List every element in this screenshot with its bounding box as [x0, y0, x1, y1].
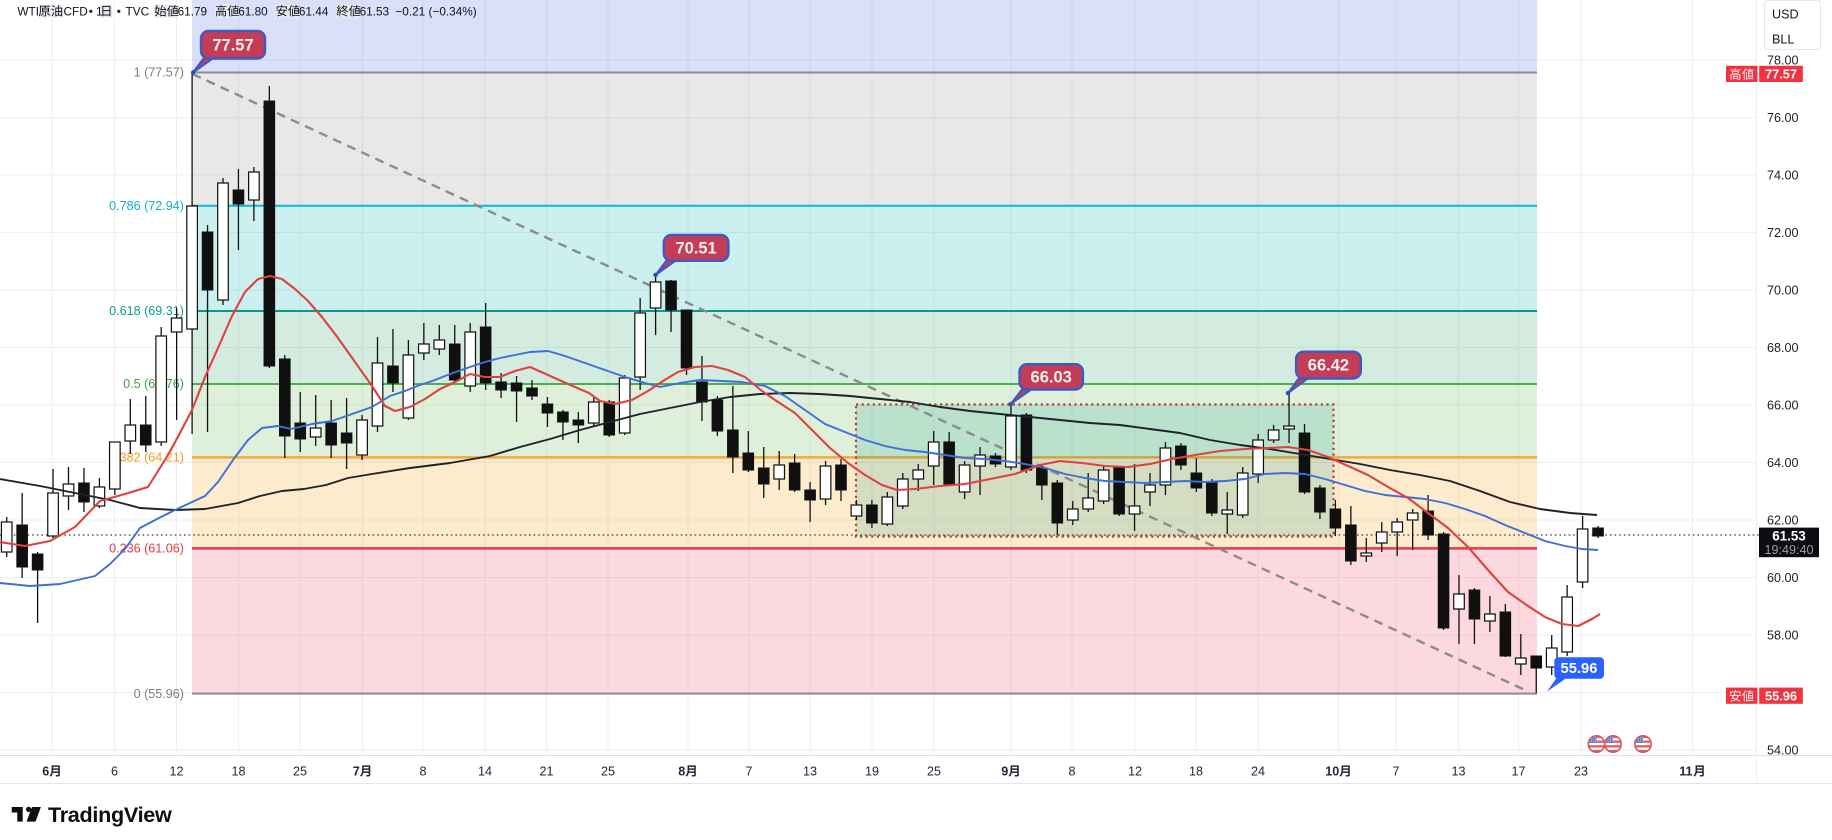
- svg-text:10: 10: [1325, 765, 1339, 779]
- svg-text:−0.21 (−0.34%): −0.21 (−0.34%): [395, 4, 476, 18]
- svg-text:12: 12: [1128, 765, 1142, 779]
- svg-text:61.80: 61.80: [238, 4, 268, 18]
- svg-text:11: 11: [1679, 765, 1692, 779]
- svg-text:17: 17: [1511, 765, 1525, 779]
- svg-text:12: 12: [169, 765, 183, 779]
- svg-text:61.44: 61.44: [299, 4, 329, 18]
- svg-text:77.57: 77.57: [1765, 67, 1797, 82]
- svg-text:CFD: CFD: [64, 4, 88, 18]
- svg-text:60.00: 60.00: [1767, 571, 1799, 585]
- svg-text:8: 8: [678, 765, 685, 779]
- svg-text:13: 13: [803, 765, 817, 779]
- svg-text:18: 18: [231, 765, 245, 779]
- svg-text:WTI: WTI: [17, 4, 39, 18]
- svg-text:25: 25: [293, 765, 307, 779]
- svg-text:6: 6: [42, 765, 49, 779]
- svg-text:0.786 (72.94): 0.786 (72.94): [109, 199, 184, 213]
- svg-text:66.03: 66.03: [1031, 368, 1072, 386]
- svg-text:70.00: 70.00: [1767, 283, 1799, 297]
- svg-text:25: 25: [601, 765, 615, 779]
- svg-text:25: 25: [927, 765, 941, 779]
- svg-text:BLL: BLL: [1772, 33, 1794, 47]
- svg-text:21: 21: [539, 765, 553, 779]
- svg-text:58.00: 58.00: [1767, 628, 1799, 642]
- svg-text:19: 19: [865, 765, 879, 779]
- svg-text:66.00: 66.00: [1767, 398, 1799, 412]
- svg-text:66.42: 66.42: [1308, 357, 1349, 375]
- svg-text:61.53: 61.53: [360, 4, 390, 18]
- svg-text:14: 14: [478, 765, 492, 779]
- svg-text:72.00: 72.00: [1767, 226, 1799, 240]
- svg-text:0 (55.96): 0 (55.96): [134, 687, 184, 701]
- svg-text:74.00: 74.00: [1767, 168, 1799, 182]
- svg-text:55.96: 55.96: [1765, 688, 1797, 703]
- svg-text:7: 7: [1392, 765, 1399, 779]
- svg-text:68.00: 68.00: [1767, 341, 1799, 355]
- svg-text:13: 13: [1451, 765, 1465, 779]
- svg-text:62.00: 62.00: [1767, 513, 1799, 527]
- svg-text:18: 18: [1189, 765, 1203, 779]
- svg-text:77.57: 77.57: [212, 36, 253, 54]
- svg-text:24: 24: [1251, 765, 1265, 779]
- svg-text:1 (77.57): 1 (77.57): [134, 66, 184, 80]
- svg-text:19:49:40: 19:49:40: [1764, 543, 1813, 557]
- svg-text:61.79: 61.79: [178, 4, 208, 18]
- svg-text:TradingView: TradingView: [48, 802, 172, 827]
- svg-text:61.53: 61.53: [1772, 529, 1806, 544]
- svg-text:USD: USD: [1772, 8, 1799, 22]
- svg-text:9: 9: [1001, 765, 1008, 779]
- svg-text:0.618 (69.31): 0.618 (69.31): [109, 304, 184, 318]
- svg-text:55.96: 55.96: [1560, 661, 1597, 677]
- svg-text:64.00: 64.00: [1767, 456, 1799, 470]
- svg-text:76.00: 76.00: [1767, 111, 1799, 125]
- svg-text:8: 8: [1068, 765, 1075, 779]
- svg-text:TVC: TVC: [126, 4, 150, 18]
- svg-text:1: 1: [96, 4, 103, 18]
- svg-text:7: 7: [745, 765, 752, 779]
- svg-text:70.51: 70.51: [675, 239, 716, 257]
- svg-text:23: 23: [1574, 765, 1588, 779]
- svg-text:7: 7: [353, 765, 360, 779]
- svg-text:54.00: 54.00: [1767, 743, 1799, 757]
- svg-text:8: 8: [419, 765, 426, 779]
- svg-text:6: 6: [111, 765, 118, 779]
- svg-text:0.5 (66.76): 0.5 (66.76): [123, 377, 184, 391]
- svg-text:78.00: 78.00: [1767, 53, 1799, 67]
